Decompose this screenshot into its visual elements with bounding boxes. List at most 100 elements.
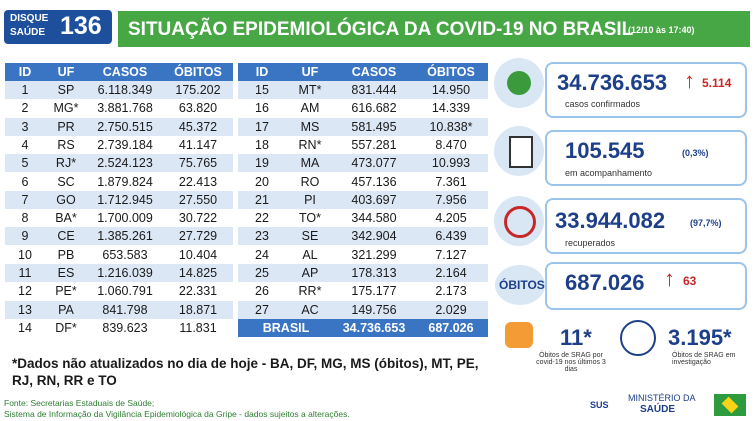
- stat-value: 11*: [560, 325, 592, 350]
- calendar-icon: [505, 322, 533, 348]
- table-cell: RN*: [298, 137, 322, 152]
- table-row: 23 SE 342.904 6.439: [238, 227, 488, 246]
- table-cell: AL: [302, 247, 318, 262]
- table-row: 13 PA 841.798 18.871: [5, 300, 233, 319]
- table-cell: 839.623: [102, 320, 148, 335]
- total-row: BRASIL 34.736.653 687.026: [238, 318, 488, 337]
- table-cell: 22.331: [178, 284, 218, 299]
- table-cell: 1.700.009: [97, 211, 153, 226]
- table-cell: 27: [255, 302, 269, 317]
- table-row: 14 DF* 839.623 11.831: [5, 319, 233, 337]
- stat-value: 34.736.653: [557, 70, 668, 95]
- table-cell: RJ*: [55, 156, 77, 171]
- stat-box: [545, 130, 747, 186]
- column-header: ÓBITOS: [174, 65, 222, 79]
- total-cell: BRASIL: [262, 320, 310, 335]
- table-row: 26 RR* 175.177 2.173: [238, 282, 488, 300]
- table-row: 22 TO* 344.580 4.205: [238, 209, 488, 227]
- table-cell: AM: [300, 101, 320, 116]
- table-cell: 14.825: [178, 266, 218, 280]
- stat-box: [545, 198, 747, 254]
- table-cell: 6.439: [435, 229, 467, 244]
- column-header: ÓBITOS: [427, 65, 475, 79]
- table-cell: 21: [255, 192, 269, 207]
- up-arrow: ↑: [684, 68, 695, 93]
- table-cell: 616.682: [351, 101, 397, 116]
- stat-label: casos confirmados: [565, 99, 641, 109]
- table-cell: 16: [255, 101, 269, 116]
- total-cell: 34.736.653: [342, 320, 406, 335]
- table-cell: 14.339: [431, 101, 471, 116]
- table-cell: 15: [255, 83, 269, 97]
- table-cell: 7.361: [435, 174, 467, 189]
- column-header: CASOS: [102, 65, 148, 79]
- table-cell: 1.060.791: [97, 284, 153, 299]
- table-row: 4 RS 2.739.184 41.147: [5, 136, 233, 154]
- stat-label: em acompanhamento: [565, 168, 653, 178]
- no-virus: [504, 206, 536, 238]
- table-row: 21 PI 403.697 7.956: [238, 190, 488, 209]
- table-cell: 27.550: [178, 192, 218, 207]
- table-cell: 403.697: [351, 192, 397, 207]
- table-cell: 18: [255, 137, 269, 152]
- table-row: 7 GO 1.712.945 27.550: [5, 190, 233, 209]
- table-cell: 4.205: [435, 211, 467, 226]
- table-cell: 10.404: [178, 247, 218, 262]
- table-cell: 2.029: [435, 302, 467, 317]
- deaths-badge: [495, 265, 545, 305]
- table-cell: 18.871: [178, 302, 218, 317]
- table-cell: 23: [255, 229, 269, 244]
- table-cell: 1.712.945: [97, 192, 153, 207]
- table-cell: 22.413: [178, 174, 218, 189]
- source: Fonte: Secretarias Estaduais de Saúde;: [4, 398, 155, 408]
- table-cell: 7.956: [435, 192, 467, 207]
- table-cell: 14.950: [431, 83, 471, 97]
- table-cell: DF*: [55, 320, 77, 335]
- table-cell: PA: [58, 302, 74, 317]
- total-cell: 687.026: [428, 320, 474, 335]
- subtitle: (12/10 às 17:40): [628, 25, 695, 35]
- stat-box: [545, 62, 747, 118]
- table-cell: 2.750.515: [97, 119, 153, 134]
- table-cell: 27.729: [178, 229, 218, 244]
- table-cell: 342.904: [351, 229, 397, 244]
- table-cell: 41.147: [178, 137, 218, 152]
- virus-icon: [494, 58, 544, 108]
- table-cell: PB: [57, 247, 75, 262]
- table-cell: 557.281: [351, 137, 397, 152]
- up-arrow: ↑: [664, 266, 675, 291]
- table-cell: MG*: [53, 101, 79, 116]
- table-row: 16 AM 616.682 14.339: [238, 99, 488, 117]
- stat-value: 33.944.082: [555, 208, 666, 233]
- table-cell: AC: [301, 302, 319, 317]
- table-cell: 6.118.349: [97, 83, 153, 97]
- stat-label: recuperados: [565, 238, 616, 248]
- table-cell: 457.136: [351, 174, 397, 189]
- table-cell: SC: [57, 174, 75, 189]
- table-row: 24 AL 321.299 7.127: [238, 246, 488, 264]
- table-cell: RR*: [298, 284, 322, 299]
- stat-delta: 5.114: [702, 76, 732, 90]
- table-cell: 7: [21, 192, 29, 207]
- table-cell: 1.385.261: [97, 229, 153, 244]
- logo-number: 136: [60, 12, 102, 40]
- table-cell: PI: [304, 192, 316, 207]
- logo: DISQUE SAÚDE 136: [4, 10, 112, 44]
- table-cell: TO*: [299, 211, 321, 226]
- sus-logo: SUS: [590, 400, 609, 410]
- table-cell: 13: [18, 302, 32, 317]
- stat-value: 687.026: [565, 270, 645, 295]
- table-cell: 2.173: [435, 284, 467, 299]
- table-cell: MT*: [298, 83, 322, 97]
- table-cell: 6: [21, 174, 29, 189]
- table-row: 2 MG* 3.881.768 63.820: [5, 99, 233, 117]
- right-table: ID UF CASOS ÓBITOS 15 MT* 831.444 14.950 16 AM 616…: [238, 63, 488, 337]
- table-cell: CE: [57, 229, 75, 244]
- table-row: 12 PE* 1.060.791 22.331: [5, 282, 233, 300]
- table-row: 10 PB 653.583 10.404: [5, 246, 233, 264]
- stat-delta: 63: [683, 274, 697, 288]
- table-cell: 8: [21, 211, 29, 226]
- left-table: ID UF CASOS ÓBITOS 1 SP 6.118.349 175.202 2 MG* 3.…: [5, 63, 233, 335]
- header-row: ID UF CASOS ÓBITOS: [5, 63, 233, 81]
- table-cell: BA*: [55, 211, 77, 226]
